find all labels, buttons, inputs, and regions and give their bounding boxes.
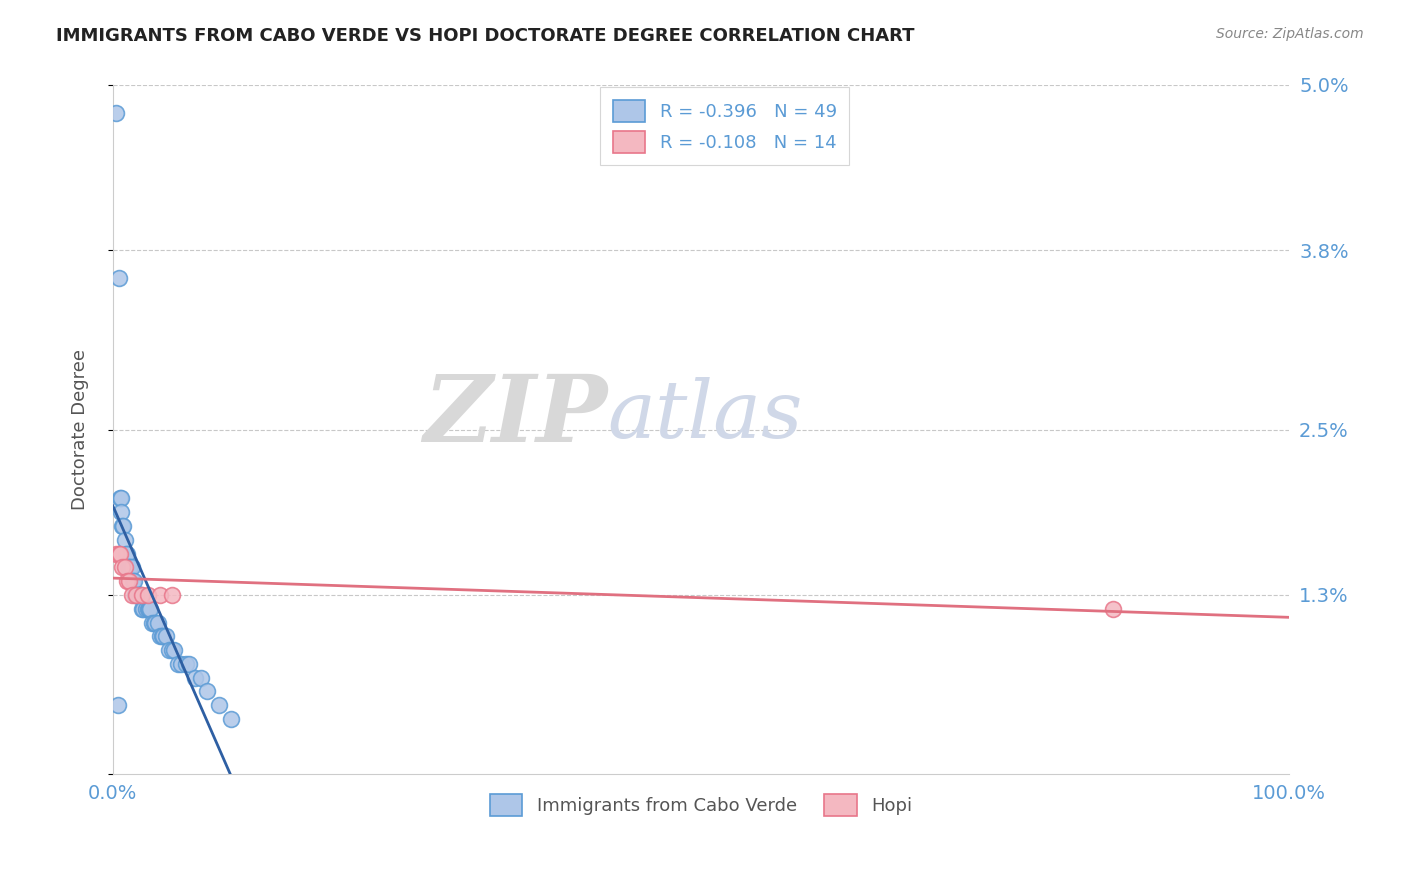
Point: [179, 657, 201, 671]
Point: [157, 643, 180, 657]
Point: [129, 588, 152, 602]
Point: [132, 601, 155, 615]
Point: [111, 519, 134, 533]
Point: [155, 629, 177, 643]
Point: [136, 601, 159, 615]
Point: [121, 574, 143, 589]
Point: [125, 588, 148, 602]
Legend: Immigrants from Cabo Verde, Hopi: Immigrants from Cabo Verde, Hopi: [482, 788, 920, 823]
Text: ZIP: ZIP: [423, 371, 607, 461]
Point: [108, 491, 131, 506]
Point: [149, 629, 172, 643]
Point: [195, 684, 218, 698]
Point: [120, 560, 142, 574]
Point: [124, 588, 146, 602]
Point: [107, 271, 129, 285]
Point: [160, 643, 183, 657]
Point: [166, 657, 188, 671]
Point: [190, 671, 212, 685]
Text: atlas: atlas: [607, 377, 803, 455]
Point: [163, 643, 186, 657]
Point: [118, 574, 141, 589]
Point: [219, 712, 242, 726]
Point: [111, 560, 134, 574]
Point: [131, 588, 153, 602]
Point: [208, 698, 231, 713]
Point: [115, 574, 138, 589]
Point: [174, 657, 197, 671]
Point: [139, 601, 162, 615]
Point: [125, 588, 148, 602]
Point: [114, 547, 136, 561]
Point: [170, 657, 193, 671]
Y-axis label: Doctorate Degree: Doctorate Degree: [72, 349, 89, 510]
Point: [136, 588, 159, 602]
Point: [105, 547, 128, 561]
Point: [108, 547, 131, 561]
Point: [121, 560, 143, 574]
Point: [105, 105, 128, 120]
Text: Source: ZipAtlas.com: Source: ZipAtlas.com: [1216, 27, 1364, 41]
Point: [118, 560, 141, 574]
Text: IMMIGRANTS FROM CABO VERDE VS HOPI DOCTORATE DEGREE CORRELATION CHART: IMMIGRANTS FROM CABO VERDE VS HOPI DOCTO…: [56, 27, 915, 45]
Point: [112, 519, 135, 533]
Point: [110, 505, 132, 519]
Point: [107, 547, 129, 561]
Point: [115, 547, 138, 561]
Point: [114, 560, 136, 574]
Point: [107, 698, 129, 713]
Point: [128, 588, 150, 602]
Point: [143, 615, 166, 630]
Point: [149, 588, 172, 602]
Point: [121, 588, 143, 602]
Point: [127, 588, 149, 602]
Point: [141, 615, 163, 630]
Point: [110, 491, 132, 506]
Point: [1102, 601, 1125, 615]
Point: [146, 615, 169, 630]
Point: [135, 601, 157, 615]
Point: [114, 533, 136, 547]
Point: [150, 629, 173, 643]
Point: [117, 560, 139, 574]
Point: [184, 671, 207, 685]
Point: [160, 588, 183, 602]
Point: [131, 601, 153, 615]
Point: [129, 588, 152, 602]
Point: [152, 629, 174, 643]
Point: [138, 601, 160, 615]
Point: [143, 615, 166, 630]
Point: [122, 574, 145, 589]
